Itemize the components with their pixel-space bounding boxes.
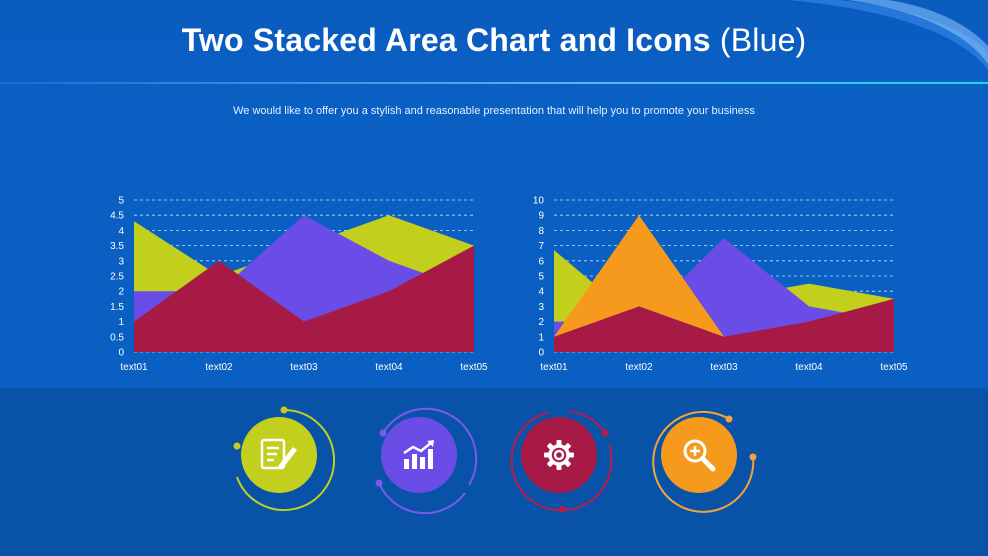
icon-group-gear <box>509 405 619 515</box>
y-tick-label: 0 <box>538 348 544 359</box>
series-crimson-area <box>554 298 894 352</box>
header-divider <box>0 82 988 84</box>
y-tick-label: 4 <box>118 226 124 237</box>
magnifier-plus-icon[interactable] <box>661 417 737 493</box>
icon-group-search <box>649 405 759 515</box>
x-tick-label: text04 <box>375 362 403 373</box>
gear-icon[interactable] <box>521 417 597 493</box>
y-tick-label: 5 <box>118 196 124 207</box>
y-tick-label: 1 <box>118 317 124 328</box>
y-tick-label: 3.5 <box>110 241 124 252</box>
growth-chart-icon[interactable] <box>381 417 457 493</box>
y-tick-label: 2.5 <box>110 272 124 283</box>
y-tick-label: 4.5 <box>110 211 124 222</box>
y-tick-label: 6 <box>538 256 544 267</box>
title-light: (Blue) <box>719 22 807 58</box>
y-tick-label: 4 <box>538 287 544 298</box>
y-tick-label: 1 <box>538 332 544 343</box>
icon-group-document <box>229 405 339 515</box>
y-tick-label: 7 <box>538 241 544 252</box>
page-subtitle: We would like to offer you a stylish and… <box>233 105 755 117</box>
icon-ring-gear <box>510 410 613 513</box>
title-bold: Two Stacked Area Chart and Icons <box>181 22 711 58</box>
series-crimson-area <box>134 245 474 352</box>
icon-band <box>0 388 988 556</box>
icon-ring-growth <box>375 407 478 515</box>
y-tick-label: 2 <box>118 287 124 298</box>
x-tick-label: text05 <box>460 362 488 373</box>
icon-ring-document <box>233 406 335 511</box>
x-tick-label: text05 <box>880 362 908 373</box>
decorative-swoosh <box>788 0 988 70</box>
y-tick-label: 8 <box>538 226 544 237</box>
y-tick-label: 10 <box>533 196 545 207</box>
y-tick-label: 0.5 <box>110 332 124 343</box>
x-tick-label: text01 <box>540 362 568 373</box>
icon-ring-search <box>652 410 757 513</box>
x-tick-label: text03 <box>710 362 738 373</box>
x-tick-label: text01 <box>120 362 148 373</box>
y-tick-label: 0 <box>118 348 124 359</box>
y-tick-label: 2 <box>538 317 544 328</box>
document-edit-icon[interactable] <box>241 417 317 493</box>
left-stacked-area-chart: 0 0.5 1 1.5 2 2.5 3 3.5 4 4.5 5 text01 text02 text03 t… <box>110 196 488 374</box>
y-tick-label: 5 <box>538 272 544 283</box>
y-tick-label: 3 <box>118 256 124 267</box>
x-tick-label: text02 <box>625 362 653 373</box>
header-band <box>0 0 988 84</box>
y-tick-label: 9 <box>538 211 544 222</box>
y-tick-label: 3 <box>538 302 544 313</box>
y-tick-label: 1.5 <box>110 302 124 313</box>
x-tick-label: text03 <box>290 362 318 373</box>
page-title: Two Stacked Area Chart and Icons (Blue) <box>0 22 988 59</box>
x-tick-label: text02 <box>205 362 233 373</box>
icon-group-growth <box>369 405 479 515</box>
x-tick-label: text04 <box>795 362 823 373</box>
right-stacked-area-chart: 0 1 2 3 4 5 6 7 8 9 10 text01 text02 text03 text04 text… <box>533 196 908 374</box>
